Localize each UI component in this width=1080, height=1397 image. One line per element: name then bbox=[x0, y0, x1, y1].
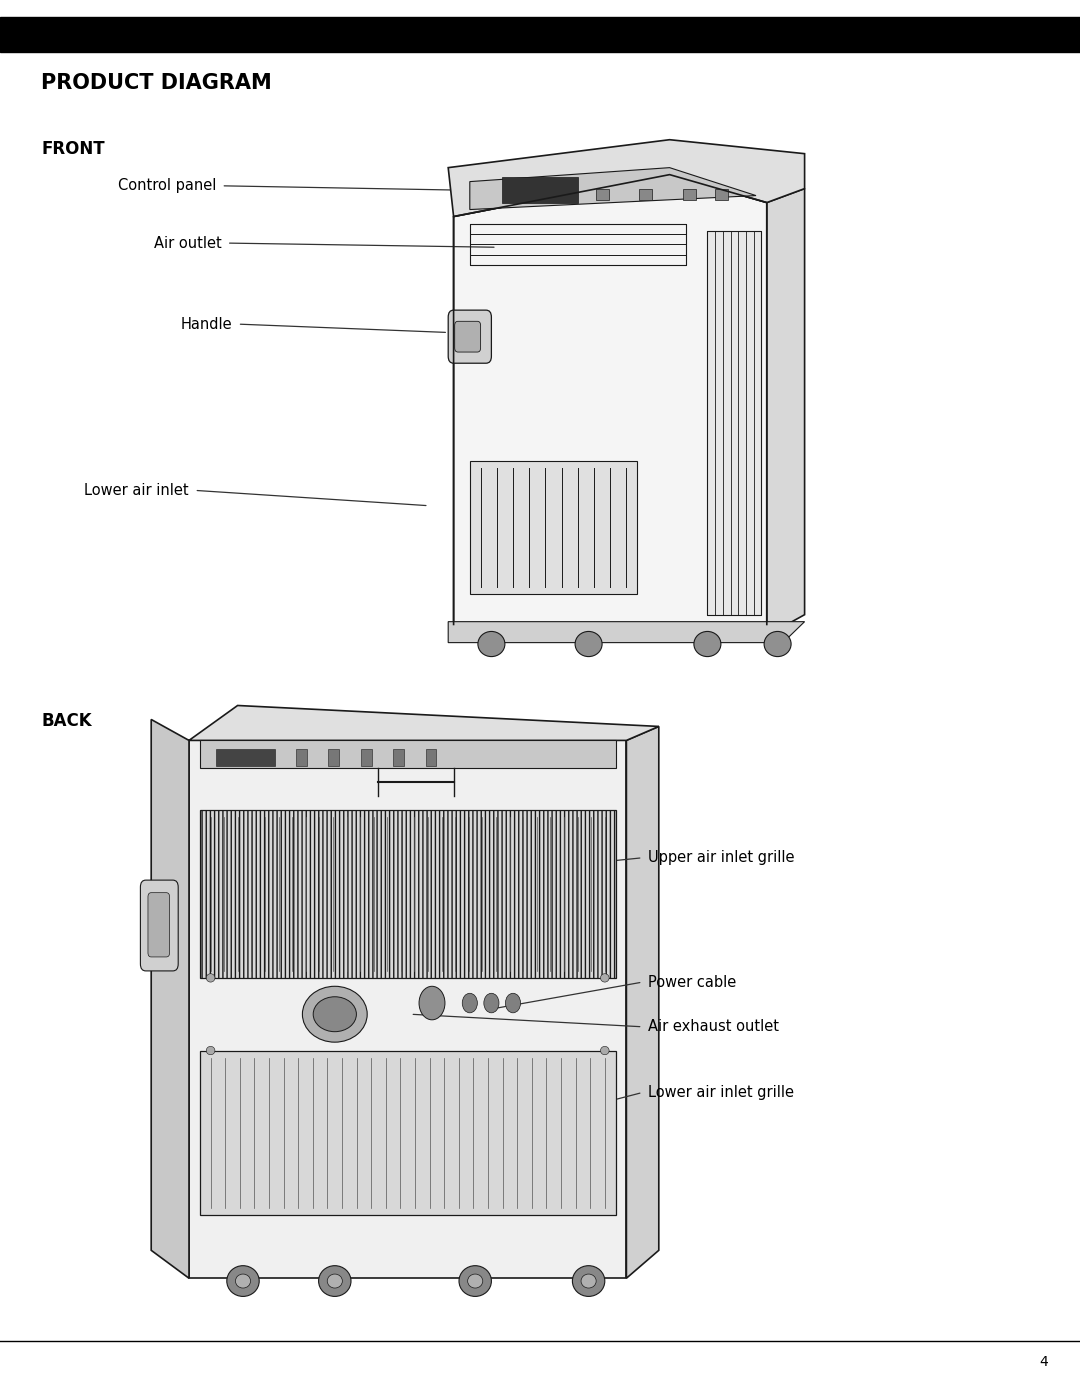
Text: FRONT: FRONT bbox=[41, 140, 105, 158]
Ellipse shape bbox=[576, 631, 603, 657]
FancyBboxPatch shape bbox=[148, 893, 170, 957]
Ellipse shape bbox=[468, 1274, 483, 1288]
Polygon shape bbox=[448, 140, 805, 217]
Polygon shape bbox=[189, 740, 626, 1278]
Polygon shape bbox=[767, 189, 805, 636]
Ellipse shape bbox=[235, 1274, 251, 1288]
Polygon shape bbox=[448, 622, 805, 643]
Ellipse shape bbox=[600, 974, 609, 982]
Circle shape bbox=[484, 993, 499, 1013]
Ellipse shape bbox=[313, 997, 356, 1031]
FancyBboxPatch shape bbox=[140, 880, 178, 971]
Text: Handle: Handle bbox=[180, 317, 232, 331]
Ellipse shape bbox=[302, 986, 367, 1042]
Text: Lower air inlet: Lower air inlet bbox=[84, 483, 189, 497]
Polygon shape bbox=[454, 175, 767, 636]
Ellipse shape bbox=[581, 1274, 596, 1288]
Ellipse shape bbox=[572, 1266, 605, 1296]
Bar bbox=[216, 749, 275, 766]
Bar bbox=[200, 810, 616, 978]
Polygon shape bbox=[470, 168, 756, 210]
Circle shape bbox=[505, 993, 521, 1013]
FancyBboxPatch shape bbox=[448, 310, 491, 363]
Bar bbox=[393, 749, 404, 766]
Text: Air exhaust outlet: Air exhaust outlet bbox=[648, 1020, 779, 1034]
Bar bbox=[596, 189, 609, 200]
Bar bbox=[296, 749, 307, 766]
Circle shape bbox=[462, 993, 477, 1013]
Text: PRODUCT DIAGRAM: PRODUCT DIAGRAM bbox=[41, 73, 272, 92]
Circle shape bbox=[419, 986, 445, 1020]
FancyBboxPatch shape bbox=[455, 321, 481, 352]
Polygon shape bbox=[151, 719, 189, 1278]
Bar bbox=[426, 749, 436, 766]
Ellipse shape bbox=[600, 1046, 609, 1055]
Bar bbox=[470, 461, 637, 594]
Text: BACK: BACK bbox=[41, 712, 92, 731]
Ellipse shape bbox=[319, 1266, 351, 1296]
Text: Lower air inlet grille: Lower air inlet grille bbox=[648, 1085, 794, 1099]
Ellipse shape bbox=[206, 974, 215, 982]
Text: 4: 4 bbox=[1039, 1355, 1048, 1369]
Ellipse shape bbox=[693, 631, 721, 657]
Text: Control panel: Control panel bbox=[118, 179, 216, 193]
Text: Air outlet: Air outlet bbox=[153, 236, 221, 250]
Polygon shape bbox=[200, 740, 616, 768]
Bar bbox=[683, 189, 696, 200]
Bar bbox=[639, 189, 652, 200]
Ellipse shape bbox=[327, 1274, 342, 1288]
Bar bbox=[715, 189, 728, 200]
Polygon shape bbox=[189, 705, 659, 740]
Ellipse shape bbox=[478, 631, 505, 657]
Bar bbox=[470, 224, 686, 265]
Ellipse shape bbox=[206, 1046, 215, 1055]
Bar bbox=[707, 231, 761, 615]
Ellipse shape bbox=[227, 1266, 259, 1296]
Polygon shape bbox=[626, 726, 659, 1278]
Ellipse shape bbox=[765, 631, 791, 657]
Text: Power cable: Power cable bbox=[648, 975, 737, 989]
Bar bbox=[361, 749, 372, 766]
Bar bbox=[328, 749, 339, 766]
Bar bbox=[200, 1051, 616, 1215]
Text: Upper air inlet grille: Upper air inlet grille bbox=[648, 851, 795, 865]
Bar bbox=[0, 17, 1080, 52]
Ellipse shape bbox=[459, 1266, 491, 1296]
Bar bbox=[502, 177, 578, 203]
